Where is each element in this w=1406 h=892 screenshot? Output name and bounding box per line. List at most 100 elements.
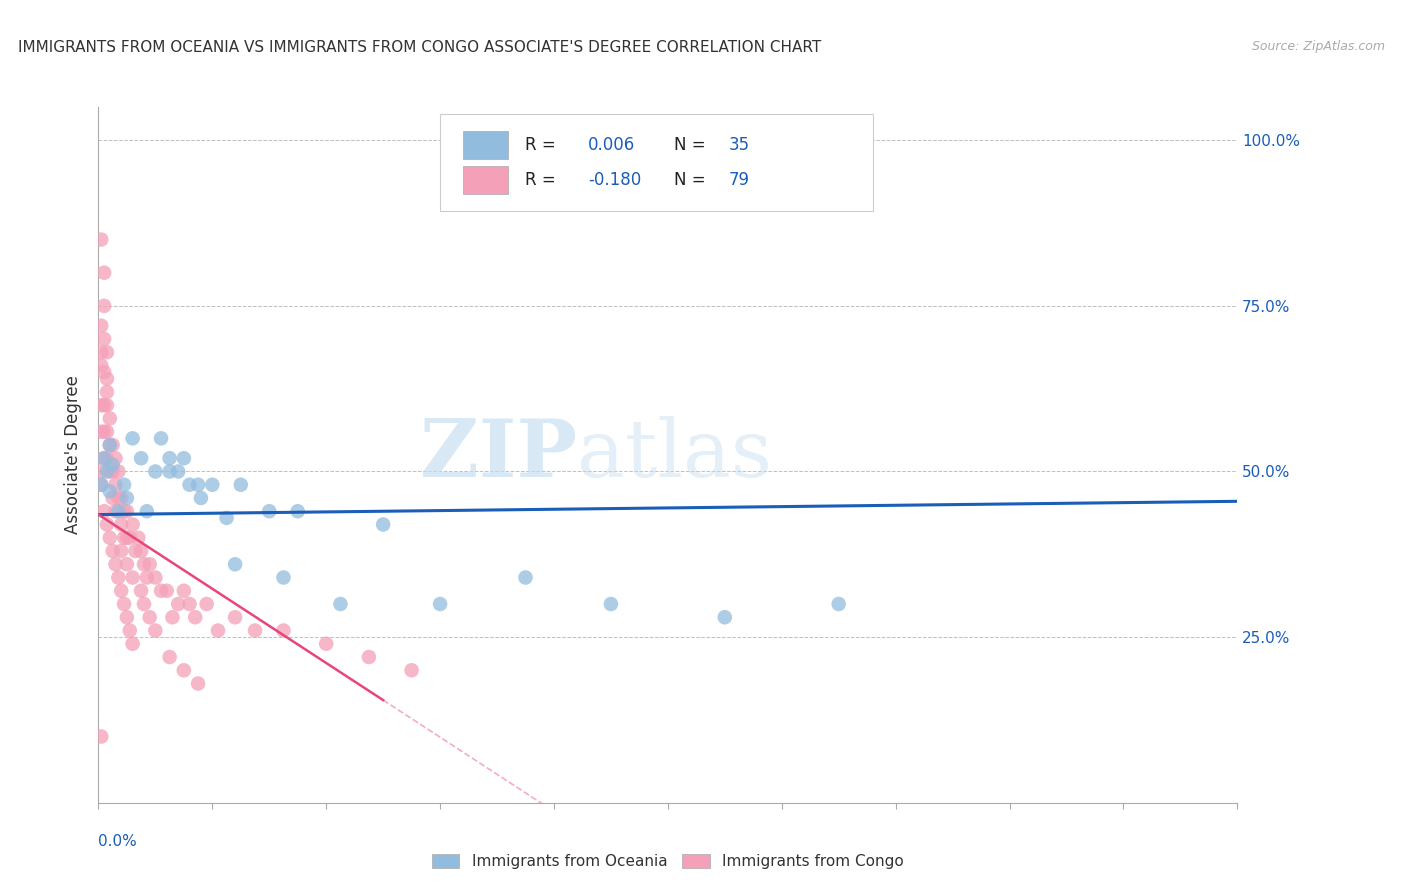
Text: 79: 79 [728, 171, 749, 189]
Point [124, 544, 146, 558]
Point [93, 266, 115, 280]
Point [115, 531, 138, 545]
Point [101, 438, 124, 452]
Point [93, 332, 115, 346]
Point [110, 583, 132, 598]
Point [329, 597, 352, 611]
Point [145, 624, 167, 638]
Point [429, 597, 451, 611]
Text: 35: 35 [728, 136, 749, 154]
Point [118, 624, 141, 638]
FancyBboxPatch shape [463, 131, 509, 159]
Text: ZIP: ZIP [420, 416, 576, 494]
Point [195, 597, 218, 611]
Point [110, 544, 132, 558]
Text: R =: R = [526, 171, 561, 189]
Point [115, 491, 138, 505]
Point [101, 544, 124, 558]
Point [96, 372, 118, 386]
Point [112, 477, 135, 491]
Point [90, 730, 112, 744]
Point [90, 359, 112, 373]
Point [373, 517, 395, 532]
Point [112, 597, 135, 611]
Point [98, 465, 121, 479]
Point [138, 610, 160, 624]
Point [112, 531, 135, 545]
Point [101, 465, 124, 479]
Point [215, 511, 238, 525]
Point [98, 438, 121, 452]
Point [107, 504, 129, 518]
Point [207, 624, 229, 638]
Text: atlas: atlas [576, 416, 772, 494]
Point [129, 451, 152, 466]
Point [173, 663, 195, 677]
Point [101, 458, 124, 472]
Point [93, 504, 115, 518]
Y-axis label: Associate's Degree: Associate's Degree [65, 376, 83, 534]
Point [132, 597, 155, 611]
Text: N =: N = [673, 171, 710, 189]
FancyBboxPatch shape [440, 114, 873, 211]
FancyBboxPatch shape [463, 166, 509, 194]
Point [118, 531, 141, 545]
Point [115, 558, 138, 572]
Point [515, 570, 537, 584]
Point [159, 451, 181, 466]
Point [145, 465, 167, 479]
Point [90, 477, 112, 491]
Point [115, 504, 138, 518]
Text: -0.180: -0.180 [588, 171, 641, 189]
Point [187, 477, 209, 491]
Text: N =: N = [673, 136, 710, 154]
Point [93, 299, 115, 313]
Point [104, 477, 127, 491]
Point [96, 451, 118, 466]
Point [93, 451, 115, 466]
Point [93, 398, 115, 412]
Point [600, 597, 623, 611]
Point [138, 558, 160, 572]
Point [156, 583, 179, 598]
Point [179, 597, 201, 611]
Point [93, 451, 115, 466]
Legend: Immigrants from Oceania, Immigrants from Congo: Immigrants from Oceania, Immigrants from… [426, 848, 910, 875]
Point [101, 491, 124, 505]
Point [173, 451, 195, 466]
Point [90, 477, 112, 491]
Point [98, 411, 121, 425]
Point [98, 438, 121, 452]
Point [179, 477, 201, 491]
Point [201, 477, 224, 491]
Point [159, 465, 181, 479]
Point [110, 491, 132, 505]
Point [127, 531, 149, 545]
Point [98, 484, 121, 499]
Point [187, 676, 209, 690]
Point [90, 233, 112, 247]
Point [93, 425, 115, 439]
Point [273, 624, 295, 638]
Point [110, 517, 132, 532]
Point [90, 345, 112, 359]
Point [167, 597, 190, 611]
Point [121, 570, 143, 584]
Point [121, 517, 143, 532]
Point [150, 583, 173, 598]
Point [121, 637, 143, 651]
Point [90, 398, 112, 412]
Point [714, 610, 737, 624]
Point [259, 504, 281, 518]
Point [132, 558, 155, 572]
Point [107, 570, 129, 584]
Text: 0.006: 0.006 [588, 136, 636, 154]
Point [135, 570, 157, 584]
Text: IMMIGRANTS FROM OCEANIA VS IMMIGRANTS FROM CONGO ASSOCIATE'S DEGREE CORRELATION : IMMIGRANTS FROM OCEANIA VS IMMIGRANTS FR… [18, 40, 821, 55]
Point [315, 637, 337, 651]
Point [112, 504, 135, 518]
Point [135, 504, 157, 518]
Point [96, 425, 118, 439]
Point [173, 583, 195, 598]
Point [104, 558, 127, 572]
